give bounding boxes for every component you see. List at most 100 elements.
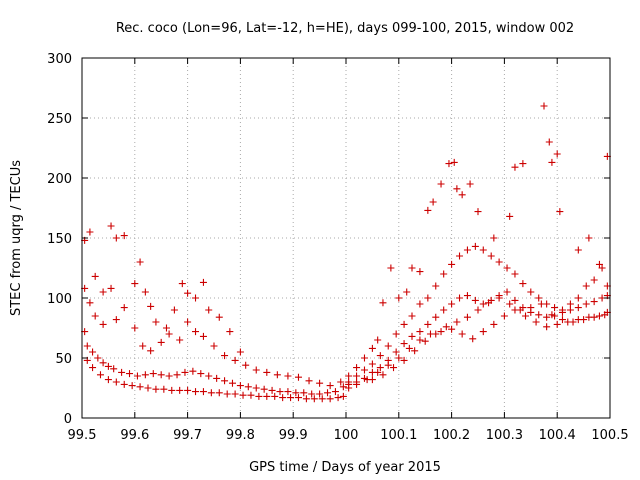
data-point (558, 308, 566, 316)
data-point (263, 392, 271, 400)
data-point (408, 264, 416, 272)
data-point (416, 336, 424, 344)
data-point (595, 312, 603, 320)
data-point (416, 328, 424, 336)
x-tick-label: 99.6 (120, 428, 149, 443)
data-point (566, 300, 574, 308)
data-point (294, 373, 302, 381)
data-point (120, 232, 128, 240)
data-point (500, 312, 508, 320)
axis-ticks (81, 57, 611, 419)
data-point (392, 348, 400, 356)
data-point (252, 384, 260, 392)
data-point (247, 391, 255, 399)
data-point (537, 300, 545, 308)
data-point (495, 294, 503, 302)
y-tick-labels: 0 50 100 150 200 250 300 (47, 52, 72, 427)
data-point (94, 354, 102, 362)
data-point (112, 378, 120, 386)
data-point (302, 395, 310, 403)
data-point (294, 394, 302, 402)
data-point (556, 208, 564, 216)
data-point (284, 372, 292, 380)
y-tick-label: 0 (64, 412, 72, 427)
data-point (292, 389, 300, 397)
data-point (527, 304, 535, 312)
data-point (601, 311, 609, 319)
data-point (168, 386, 176, 394)
data-point (316, 390, 324, 398)
data-point (392, 330, 400, 338)
data-point (324, 389, 332, 397)
data-point (453, 185, 461, 193)
data-point (271, 392, 279, 400)
data-point (300, 389, 308, 397)
data-point (429, 198, 437, 206)
data-point (141, 288, 149, 296)
data-point (387, 264, 395, 272)
x-tick-labels: 99.5 99.6 99.7 99.8 99.9 100 100.1 100.2 100.3 10… (68, 428, 629, 443)
y-tick-label: 250 (47, 112, 72, 127)
data-point (86, 228, 94, 236)
data-point (236, 348, 244, 356)
data-point (503, 264, 511, 272)
data-point (339, 383, 347, 391)
data-point (334, 394, 342, 402)
data-point (519, 280, 527, 288)
data-point (160, 385, 168, 393)
data-point (405, 344, 413, 352)
data-point (260, 385, 268, 393)
data-point (424, 206, 432, 214)
data-point (574, 294, 582, 302)
data-point (326, 395, 334, 403)
data-point (411, 347, 419, 355)
data-point (474, 306, 482, 314)
data-point (469, 335, 477, 343)
data-point (310, 395, 318, 403)
data-point (316, 379, 324, 387)
data-point (545, 138, 553, 146)
y-tick-label: 300 (47, 52, 72, 67)
data-point (149, 370, 157, 378)
data-point (440, 270, 448, 278)
data-point (598, 264, 606, 272)
data-point (228, 379, 236, 387)
data-point (199, 278, 207, 286)
data-point (120, 380, 128, 388)
data-point (490, 320, 498, 328)
data-point (395, 354, 403, 362)
data-point (551, 304, 559, 312)
data-point (176, 386, 184, 394)
data-point (136, 258, 144, 266)
data-point (384, 342, 392, 350)
data-point (199, 388, 207, 396)
data-point (131, 280, 139, 288)
data-point (516, 306, 524, 314)
data-point (192, 328, 200, 336)
data-point (408, 312, 416, 320)
data-point (448, 300, 456, 308)
data-point (242, 361, 250, 369)
data-point (287, 394, 295, 402)
x-tick-label: 99.9 (279, 428, 308, 443)
data-point (432, 313, 440, 321)
data-point (368, 344, 376, 352)
chart-title: Rec. coco (Lon=96, Lat=-12, h=HE), days … (116, 21, 574, 36)
data-point (339, 392, 347, 400)
data-point (368, 360, 376, 368)
data-point (215, 313, 223, 321)
data-point (276, 388, 284, 396)
data-point (450, 158, 458, 166)
x-tick-label: 100.3 (486, 428, 523, 443)
data-point (353, 380, 361, 388)
data-point (548, 158, 556, 166)
data-point (511, 163, 519, 171)
data-point (442, 323, 450, 331)
data-point (553, 320, 561, 328)
data-point (279, 394, 287, 402)
data-point (165, 372, 173, 380)
data-point (136, 383, 144, 391)
data-point (374, 336, 382, 344)
data-point (360, 366, 368, 374)
data-point (466, 180, 474, 188)
